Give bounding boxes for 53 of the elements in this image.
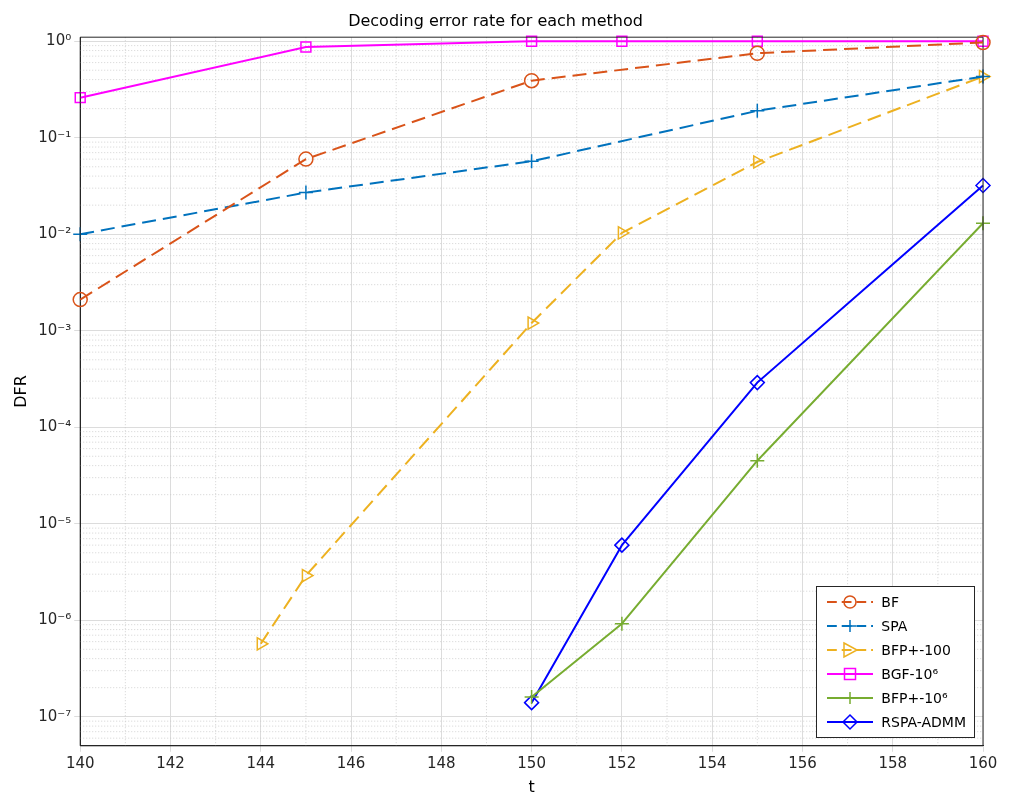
point	[749, 45, 766, 61]
point	[300, 41, 312, 53]
legend-label: SPA	[881, 617, 908, 634]
point	[617, 226, 630, 240]
point	[523, 153, 540, 170]
point	[749, 374, 766, 391]
x-tick-label: 156	[788, 753, 817, 772]
point	[616, 35, 628, 47]
legend-label: BFP+-10⁶	[881, 689, 948, 706]
x-tick-label: 144	[246, 753, 276, 772]
point	[749, 103, 766, 119]
y-tick-label: 10⁰	[46, 31, 72, 50]
legend-label: BF	[881, 593, 899, 610]
y-tick-label: 10⁻⁵	[38, 513, 72, 532]
x-tick-label: 158	[878, 753, 908, 772]
x-tick-label: 148	[427, 753, 456, 772]
point	[975, 34, 991, 51]
point	[74, 91, 86, 104]
x-tick-label: 142	[156, 753, 185, 772]
x-tick-label: 146	[336, 753, 366, 772]
legend-label: BFP+-100	[881, 641, 951, 658]
x-tick-label: 154	[697, 753, 727, 772]
point	[527, 316, 540, 330]
y-tick-label: 10⁻⁶	[38, 610, 72, 629]
point	[525, 35, 538, 47]
point	[614, 537, 630, 553]
point	[749, 452, 766, 469]
y-axis-title: DFR	[10, 375, 30, 408]
x-tick-label: 150	[517, 753, 546, 772]
x-tick-label: 140	[65, 753, 95, 772]
y-tick-label: 10⁻³	[38, 320, 72, 339]
point	[301, 568, 314, 583]
point	[72, 291, 88, 308]
y-tick-label: 10⁻¹	[38, 127, 72, 146]
legend-label: BGF-10⁶	[881, 665, 939, 682]
x-axis-title: t	[528, 776, 535, 796]
chart-title: Decoding error rate for each method	[348, 10, 643, 30]
point	[975, 177, 991, 194]
point	[523, 72, 540, 89]
point	[523, 689, 540, 705]
point	[256, 636, 269, 651]
point	[751, 35, 763, 47]
x-tick-label: 152	[607, 753, 637, 772]
y-tick-label: 10⁻⁴	[38, 417, 72, 436]
point	[72, 226, 88, 242]
x-tick-label: 160	[968, 753, 998, 772]
point	[298, 151, 314, 167]
y-tick-label: 10⁻⁷	[38, 706, 72, 725]
y-tick-label: 10⁻²	[38, 224, 72, 243]
point	[614, 615, 630, 632]
point	[298, 184, 314, 201]
legend-label: RSPA-ADMM	[881, 713, 966, 730]
point	[753, 155, 766, 169]
